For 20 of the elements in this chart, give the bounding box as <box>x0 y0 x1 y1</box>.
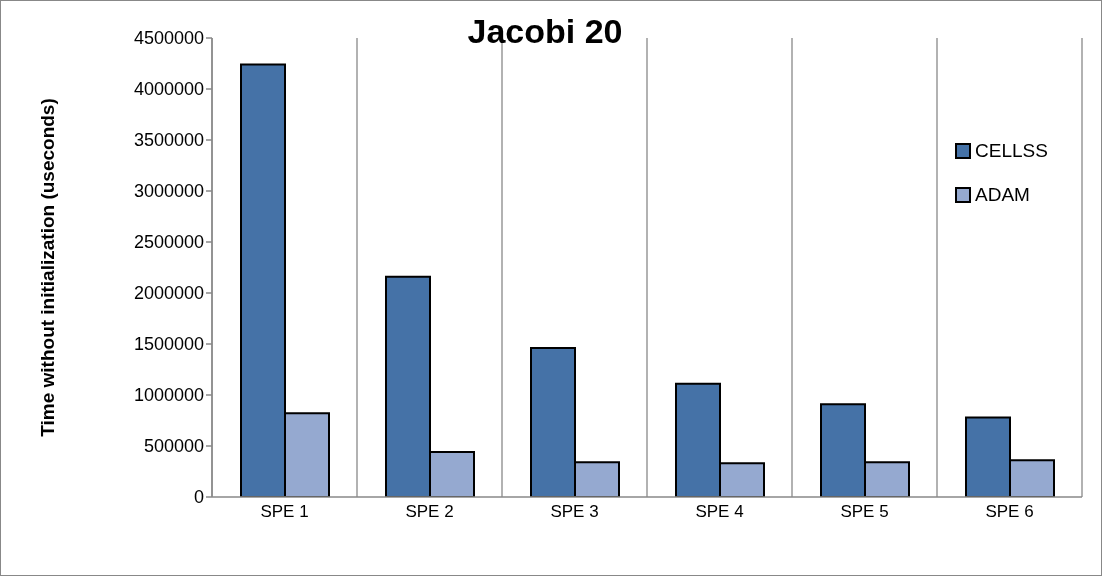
y-tick-label: 3000000 <box>133 181 204 202</box>
legend-label: ADAM <box>975 184 1030 206</box>
x-tick-label: SPE 2 <box>405 502 454 522</box>
chart-title: Jacobi 20 <box>466 12 624 51</box>
y-tick-label: 2000000 <box>133 283 204 304</box>
y-tick-label: 3500000 <box>133 130 204 151</box>
x-tick-label: SPE 1 <box>260 502 309 522</box>
x-tick-label: SPE 3 <box>550 502 599 522</box>
y-tick-label: 1500000 <box>133 334 204 355</box>
x-tick-label: SPE 6 <box>985 502 1034 522</box>
x-tick-label: SPE 5 <box>840 502 889 522</box>
y-tick-label: 500000 <box>143 436 204 457</box>
y-tick-label: 1000000 <box>133 385 204 406</box>
y-tick-label: 4000000 <box>133 79 204 100</box>
y-tick-label: 2500000 <box>133 232 204 253</box>
y-axis-title: Time without initialization (useconds) <box>36 98 58 437</box>
legend-label: CELLSS <box>975 140 1048 162</box>
y-tick-label: 0 <box>193 487 204 508</box>
x-tick-label: SPE 4 <box>695 502 744 522</box>
y-tick-label: 4500000 <box>133 28 204 49</box>
